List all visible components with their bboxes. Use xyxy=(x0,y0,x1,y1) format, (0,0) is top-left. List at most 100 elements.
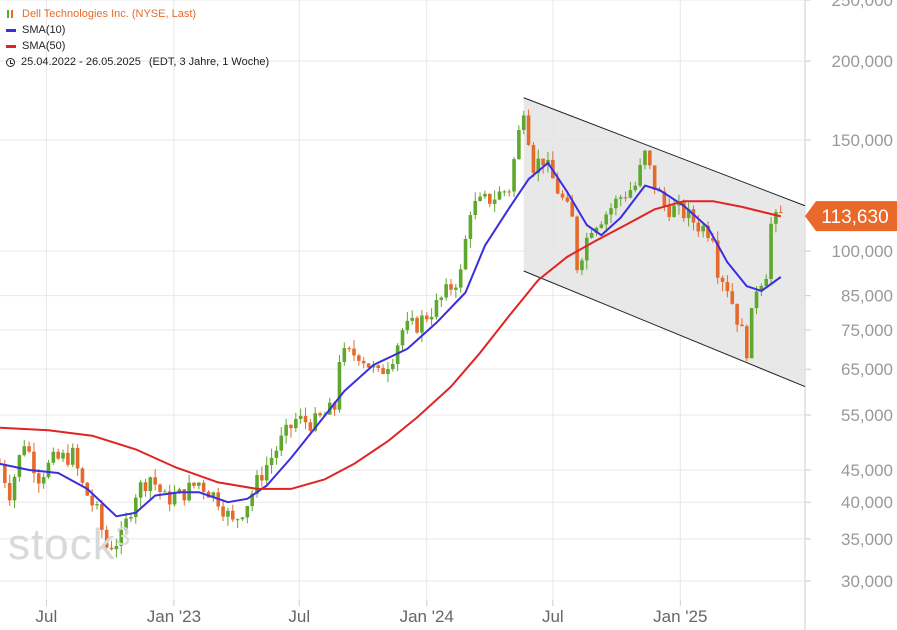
candle-body xyxy=(260,475,264,481)
candle-body xyxy=(730,291,735,304)
candle-body xyxy=(361,360,366,364)
candle-body xyxy=(774,212,778,224)
candle-body xyxy=(22,446,27,456)
candle-body xyxy=(541,158,545,166)
candle-body xyxy=(104,529,109,548)
legend-range-dates: 25.04.2022 - 26.05.2025 xyxy=(21,56,141,68)
candle-body xyxy=(303,415,308,423)
candle-body xyxy=(521,115,526,130)
candle-body xyxy=(565,197,570,202)
candle-body xyxy=(686,209,691,219)
candle-body xyxy=(36,473,41,484)
candle-body xyxy=(415,317,419,333)
candle-body xyxy=(512,159,516,192)
candle-body xyxy=(274,450,279,458)
legend-sma50-label: SMA(50) xyxy=(22,40,66,52)
candle-body xyxy=(221,506,225,517)
candle-body xyxy=(371,365,376,368)
candle-body xyxy=(449,284,453,290)
candle-body xyxy=(7,483,12,501)
candle-body xyxy=(458,269,463,288)
candle-body xyxy=(245,506,250,518)
candle-body xyxy=(497,191,502,200)
candle-body xyxy=(652,165,657,190)
legend-sma10-label: SMA(10) xyxy=(22,24,66,36)
candle-body xyxy=(289,424,293,429)
candle-body xyxy=(124,518,128,531)
candle-body xyxy=(357,355,361,361)
candle-body xyxy=(100,504,104,530)
candle-body xyxy=(386,368,390,375)
candle-body xyxy=(701,225,705,232)
candle-body xyxy=(352,348,356,356)
candle-body xyxy=(778,212,783,214)
candle-body xyxy=(80,468,85,483)
candle-body xyxy=(308,422,313,431)
candle-body xyxy=(575,216,579,271)
candle-body xyxy=(478,196,482,201)
candle-body xyxy=(740,324,744,327)
candle-body xyxy=(681,202,686,219)
candle-body xyxy=(589,232,594,238)
sma10-line xyxy=(0,161,782,518)
candle-body xyxy=(32,451,36,474)
candle-body xyxy=(560,193,565,198)
candle-body xyxy=(90,495,94,506)
y-tick-label: 75,000 xyxy=(841,321,893,340)
candle-body xyxy=(114,545,119,550)
candle-body xyxy=(119,530,124,546)
legend-title: Dell Technologies Inc. (NYSE, Last) xyxy=(22,8,197,20)
candle-body xyxy=(483,193,487,197)
candle-body xyxy=(298,415,303,419)
candle-body xyxy=(279,435,284,451)
candle-body xyxy=(584,237,589,261)
candle-body xyxy=(473,200,478,216)
candle-body xyxy=(318,413,322,416)
candle-body xyxy=(56,451,60,459)
candle-body xyxy=(662,191,667,206)
candle-body xyxy=(235,519,240,521)
candle-body xyxy=(720,277,725,282)
candle-body xyxy=(294,418,298,429)
x-tick-label: Jan '23 xyxy=(147,607,201,626)
candle-body xyxy=(46,462,51,478)
x-axis: Jul Jan '23 Jul Jan '24 Jul Jan '25 xyxy=(36,600,707,626)
candle-body xyxy=(17,455,22,477)
candle-body xyxy=(12,476,17,501)
candle-body xyxy=(269,457,274,466)
candle-body xyxy=(420,315,424,333)
candle-body xyxy=(570,201,575,217)
candle-body xyxy=(638,164,642,186)
candlestick-series xyxy=(0,109,783,558)
candle-body xyxy=(70,447,75,465)
x-tick-label: Jan '24 xyxy=(400,607,454,626)
candle-body xyxy=(381,368,385,375)
candle-body xyxy=(715,240,720,278)
candle-body xyxy=(347,348,351,350)
candle-body xyxy=(405,320,410,331)
moving-averages xyxy=(0,161,782,518)
candle-body xyxy=(337,361,342,410)
candle-body xyxy=(696,222,701,232)
candle-body xyxy=(109,547,114,550)
candle-body xyxy=(434,300,439,317)
x-tick-label: Jul xyxy=(288,607,310,626)
candle-body xyxy=(594,227,599,233)
candle-body xyxy=(201,482,206,492)
candle-body xyxy=(623,197,628,199)
candle-body xyxy=(454,287,458,290)
candlestick-icon xyxy=(6,8,16,20)
candle-body xyxy=(444,284,448,298)
candle-body xyxy=(677,202,681,206)
candle-body xyxy=(27,446,31,452)
candle-body xyxy=(672,205,676,217)
candle-body xyxy=(531,144,536,173)
candle-body xyxy=(172,493,177,505)
candle-body xyxy=(395,345,400,365)
y-tick-label: 150,000 xyxy=(832,131,893,150)
candle-body xyxy=(41,477,46,484)
stock3-watermark: stock3 xyxy=(8,520,131,570)
candle-body xyxy=(158,484,162,492)
sma50-line xyxy=(0,200,782,490)
